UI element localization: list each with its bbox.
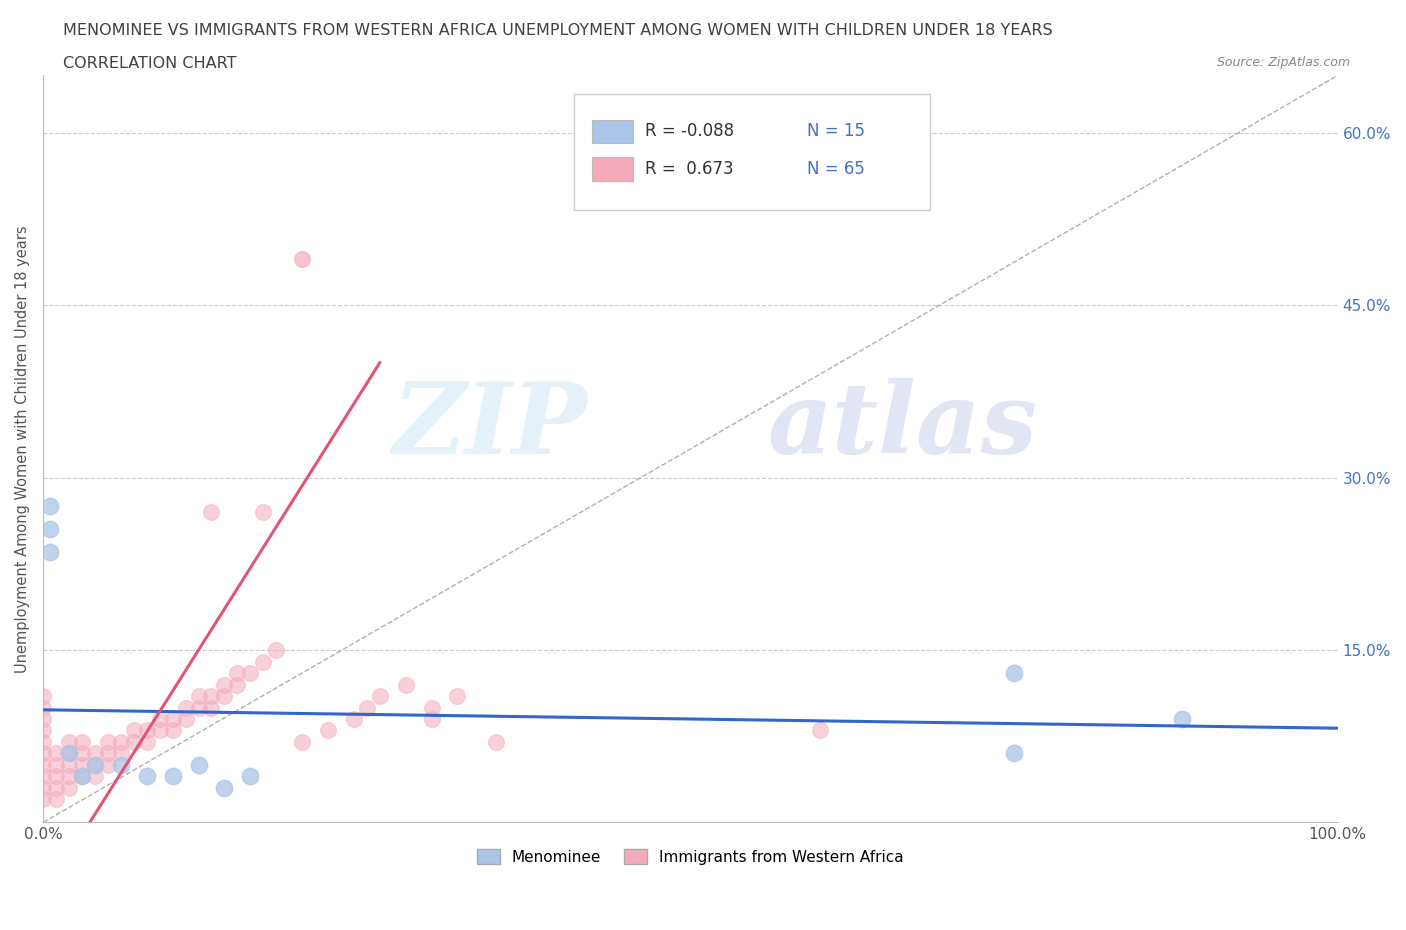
Point	[32, 723, 55, 737]
Point	[485, 735, 508, 750]
Point	[32, 735, 55, 750]
Point	[135, 769, 157, 784]
Point	[32, 758, 55, 773]
Point	[32, 769, 55, 784]
Point	[84, 758, 107, 773]
Text: R = -0.088: R = -0.088	[645, 123, 734, 140]
Point	[38, 545, 60, 560]
Point	[122, 735, 145, 750]
Point	[84, 769, 107, 784]
Text: N = 15: N = 15	[807, 123, 865, 140]
Point	[58, 780, 80, 795]
Text: MENOMINEE VS IMMIGRANTS FROM WESTERN AFRICA UNEMPLOYMENT AMONG WOMEN WITH CHILDR: MENOMINEE VS IMMIGRANTS FROM WESTERN AFR…	[63, 23, 1053, 38]
Point	[135, 735, 157, 750]
Point	[343, 711, 366, 726]
Point	[38, 499, 60, 514]
Point	[45, 758, 67, 773]
Point	[252, 654, 274, 669]
Point	[239, 769, 262, 784]
Point	[110, 746, 132, 761]
Point	[84, 758, 107, 773]
Point	[70, 758, 93, 773]
Point	[420, 711, 443, 726]
Point	[45, 769, 67, 784]
Point	[70, 769, 93, 784]
Point	[122, 723, 145, 737]
Point	[420, 700, 443, 715]
Text: Source: ZipAtlas.com: Source: ZipAtlas.com	[1216, 56, 1350, 69]
Point	[291, 735, 314, 750]
Point	[214, 780, 236, 795]
Point	[45, 780, 67, 795]
Point	[70, 769, 93, 784]
Point	[58, 735, 80, 750]
Point	[58, 758, 80, 773]
Point	[395, 677, 418, 692]
Point	[226, 677, 249, 692]
Point	[38, 522, 60, 537]
FancyBboxPatch shape	[592, 157, 634, 180]
Point	[187, 688, 209, 703]
Point	[32, 700, 55, 715]
Text: ZIP: ZIP	[392, 379, 586, 475]
Point	[149, 723, 172, 737]
Point	[32, 792, 55, 807]
Text: CORRELATION CHART: CORRELATION CHART	[63, 56, 236, 71]
Point	[84, 746, 107, 761]
Point	[808, 723, 831, 737]
Point	[162, 723, 184, 737]
Legend: Menominee, Immigrants from Western Africa: Menominee, Immigrants from Western Afric…	[471, 843, 910, 870]
Text: R =  0.673: R = 0.673	[645, 160, 734, 178]
Point	[239, 666, 262, 681]
Point	[70, 735, 93, 750]
Point	[1171, 711, 1194, 726]
Text: N = 65: N = 65	[807, 160, 865, 178]
Point	[200, 688, 222, 703]
FancyBboxPatch shape	[592, 120, 634, 143]
Point	[58, 769, 80, 784]
Point	[200, 505, 222, 520]
Point	[252, 505, 274, 520]
Point	[264, 643, 287, 658]
Point	[97, 758, 120, 773]
FancyBboxPatch shape	[574, 94, 929, 210]
Point	[187, 758, 209, 773]
Point	[214, 688, 236, 703]
Point	[187, 700, 209, 715]
Point	[32, 780, 55, 795]
Y-axis label: Unemployment Among Women with Children Under 18 years: Unemployment Among Women with Children U…	[15, 225, 30, 672]
Point	[356, 700, 378, 715]
Text: atlas: atlas	[768, 379, 1038, 475]
Point	[1002, 746, 1025, 761]
Point	[58, 746, 80, 761]
Point	[32, 688, 55, 703]
Point	[149, 711, 172, 726]
Point	[162, 711, 184, 726]
Point	[446, 688, 468, 703]
Point	[32, 711, 55, 726]
Point	[316, 723, 339, 737]
Point	[110, 758, 132, 773]
Point	[368, 688, 391, 703]
Point	[135, 723, 157, 737]
Point	[200, 700, 222, 715]
Point	[58, 746, 80, 761]
Point	[97, 735, 120, 750]
Point	[162, 769, 184, 784]
Point	[45, 792, 67, 807]
Point	[174, 700, 197, 715]
Point	[97, 746, 120, 761]
Point	[226, 666, 249, 681]
Point	[45, 746, 67, 761]
Point	[110, 735, 132, 750]
Point	[1002, 666, 1025, 681]
Point	[32, 746, 55, 761]
Point	[214, 677, 236, 692]
Point	[174, 711, 197, 726]
Point	[70, 746, 93, 761]
Point	[291, 252, 314, 267]
